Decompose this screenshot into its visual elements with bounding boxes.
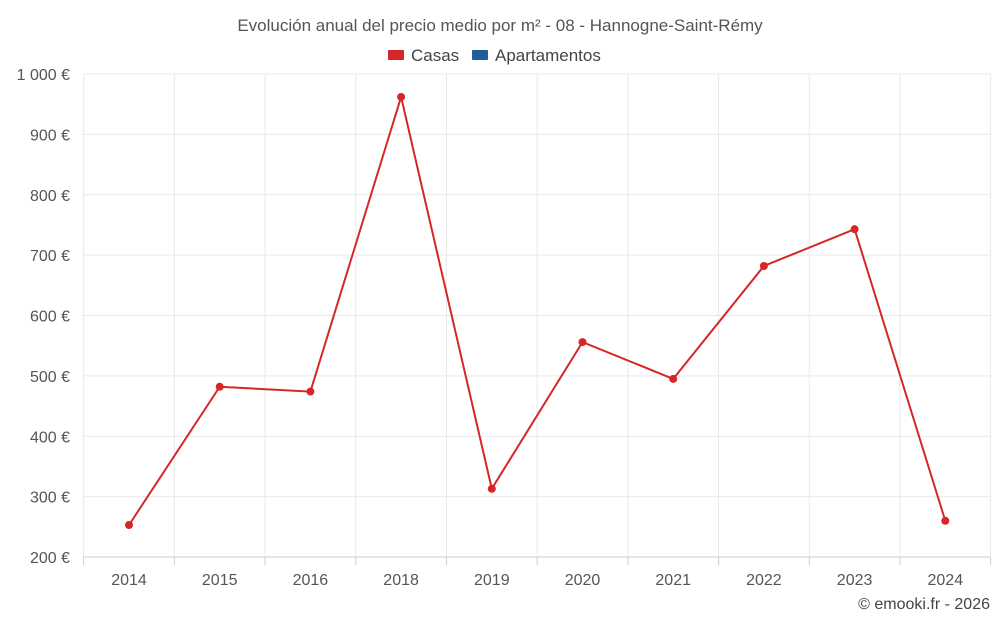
credit-text: © emooki.fr - 2026 xyxy=(858,596,990,613)
y-tick-label: 300 € xyxy=(30,490,70,507)
data-point-casas-2014[interactable] xyxy=(125,521,133,530)
data-point-casas-2024[interactable] xyxy=(941,516,950,525)
y-tick-label: 700 € xyxy=(30,248,70,265)
data-point-casas-2019[interactable] xyxy=(487,484,496,493)
series-casas xyxy=(125,92,950,530)
x-tick-label: 2023 xyxy=(837,572,873,589)
x-tick-label: 2014 xyxy=(111,572,147,589)
y-tick-label: 200 € xyxy=(30,550,70,567)
data-point-casas-2022[interactable] xyxy=(759,261,768,270)
x-tick-label: 2015 xyxy=(202,572,238,589)
x-tick-label: 2019 xyxy=(474,572,510,589)
chart-title: Evolución anual del precio medio por m² … xyxy=(237,16,763,35)
data-point-casas-2016[interactable] xyxy=(306,387,315,396)
series-line-casas xyxy=(128,93,947,526)
y-tick-label: 500 € xyxy=(30,369,70,386)
legend-label-casas[interactable]: Casas xyxy=(411,46,459,65)
data-point-casas-2020[interactable] xyxy=(578,338,587,347)
legend: Casas Apartamentos xyxy=(388,46,601,65)
y-tick-label: 800 € xyxy=(30,188,70,205)
x-axis-ticks: 2014 2015 2016 2018 2019 2020 2021 2022 2023 2024 xyxy=(83,557,992,589)
x-tick-label: 2016 xyxy=(293,572,329,589)
data-point-casas-2021[interactable] xyxy=(669,374,678,383)
legend-swatch-casas[interactable] xyxy=(388,50,404,60)
x-tick-label: 2022 xyxy=(746,572,782,589)
data-point-casas-2018[interactable] xyxy=(397,92,406,101)
y-tick-label: 900 € xyxy=(30,127,70,144)
x-tick-label: 2024 xyxy=(928,572,964,589)
data-point-casas-2015[interactable] xyxy=(215,382,224,391)
legend-label-apartamentos[interactable]: Apartamentos xyxy=(495,46,601,65)
y-axis-ticks: 200 € 300 € 400 € 500 € 600 € 700 € 800 € 900 €… xyxy=(17,67,70,567)
data-point-casas-2023[interactable] xyxy=(850,225,859,234)
y-tick-label: 1 000 € xyxy=(17,67,70,84)
y-tick-label: 400 € xyxy=(30,429,70,446)
x-tick-label: 2018 xyxy=(383,572,419,589)
x-tick-label: 2021 xyxy=(655,572,691,589)
x-tick-label: 2020 xyxy=(565,572,601,589)
legend-swatch-apartamentos[interactable] xyxy=(472,50,488,60)
y-tick-label: 600 € xyxy=(30,309,70,326)
gridlines xyxy=(83,73,992,558)
